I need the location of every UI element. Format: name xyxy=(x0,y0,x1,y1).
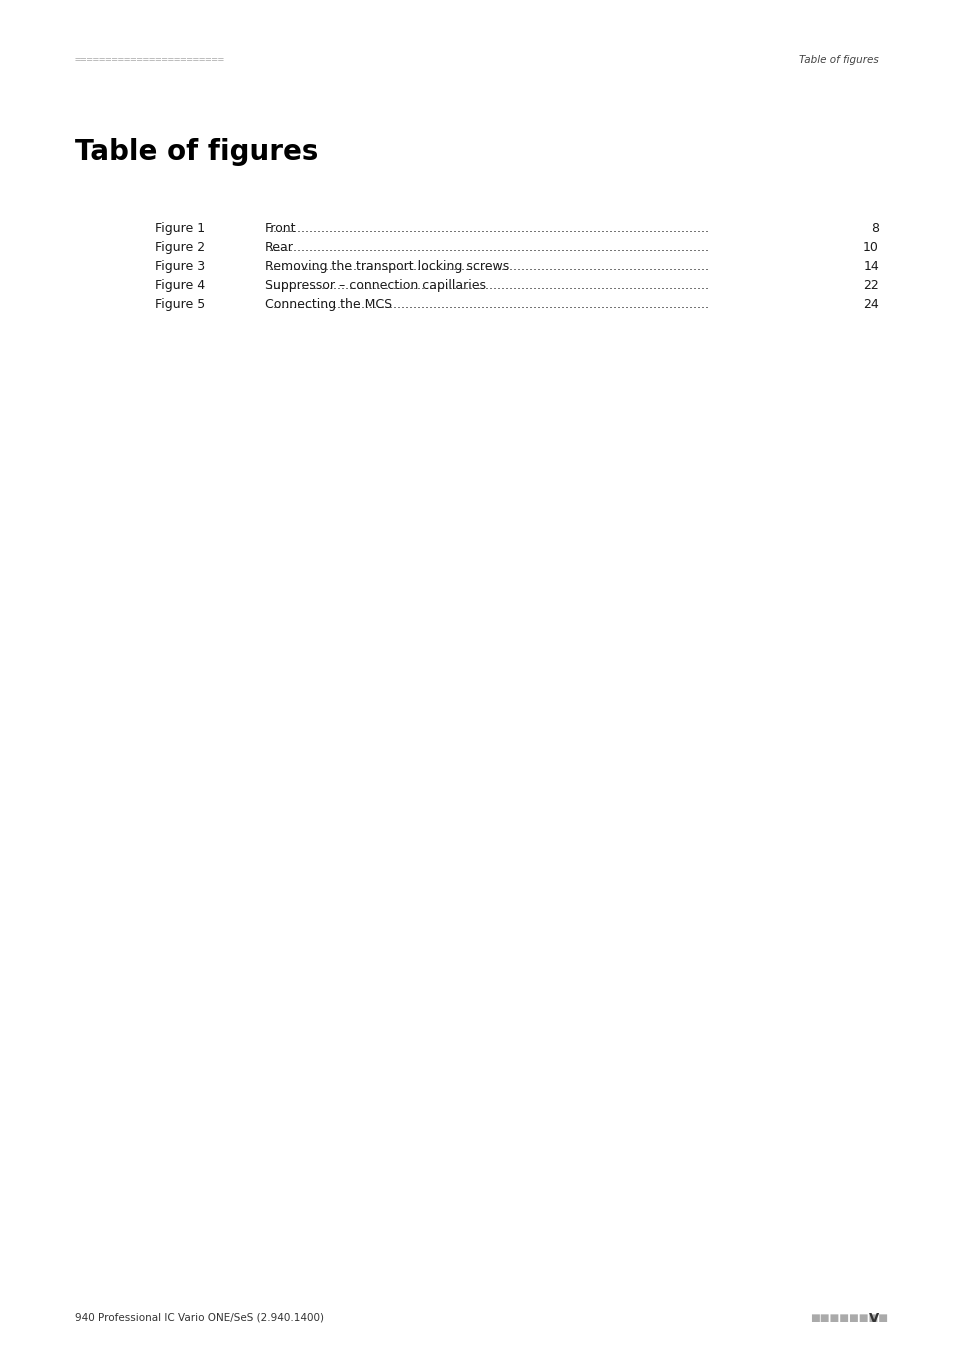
Text: ................................................................................: ........................................… xyxy=(265,221,708,235)
Text: Connecting the MCS: Connecting the MCS xyxy=(265,298,392,311)
Text: 8: 8 xyxy=(870,221,878,235)
Text: Figure 5: Figure 5 xyxy=(154,298,205,311)
Text: Rear: Rear xyxy=(265,242,294,254)
Text: Figure 3: Figure 3 xyxy=(154,261,205,273)
Text: Table of figures: Table of figures xyxy=(75,138,318,166)
Text: Figure 1: Figure 1 xyxy=(154,221,205,235)
Text: 24: 24 xyxy=(862,298,878,311)
Text: Figure 2: Figure 2 xyxy=(154,242,205,254)
Text: ■■■■■■■■: ■■■■■■■■ xyxy=(809,1314,887,1323)
Text: Suppressor – connection capillaries: Suppressor – connection capillaries xyxy=(265,279,485,292)
Text: ========================: ======================== xyxy=(75,55,225,65)
Text: 22: 22 xyxy=(862,279,878,292)
Text: 10: 10 xyxy=(862,242,878,254)
Text: 940 Professional IC Vario ONE/SeS (2.940.1400): 940 Professional IC Vario ONE/SeS (2.940… xyxy=(75,1314,324,1323)
Text: Removing the transport locking screws: Removing the transport locking screws xyxy=(265,261,509,273)
Text: ................................................................................: ........................................… xyxy=(265,279,708,292)
Text: V: V xyxy=(868,1311,878,1324)
Text: Front: Front xyxy=(265,221,296,235)
Text: Figure 4: Figure 4 xyxy=(154,279,205,292)
Text: Table of figures: Table of figures xyxy=(799,55,878,65)
Text: ................................................................................: ........................................… xyxy=(265,261,708,273)
Text: 14: 14 xyxy=(862,261,878,273)
Text: ................................................................................: ........................................… xyxy=(265,242,708,254)
Text: ................................................................................: ........................................… xyxy=(265,298,708,311)
